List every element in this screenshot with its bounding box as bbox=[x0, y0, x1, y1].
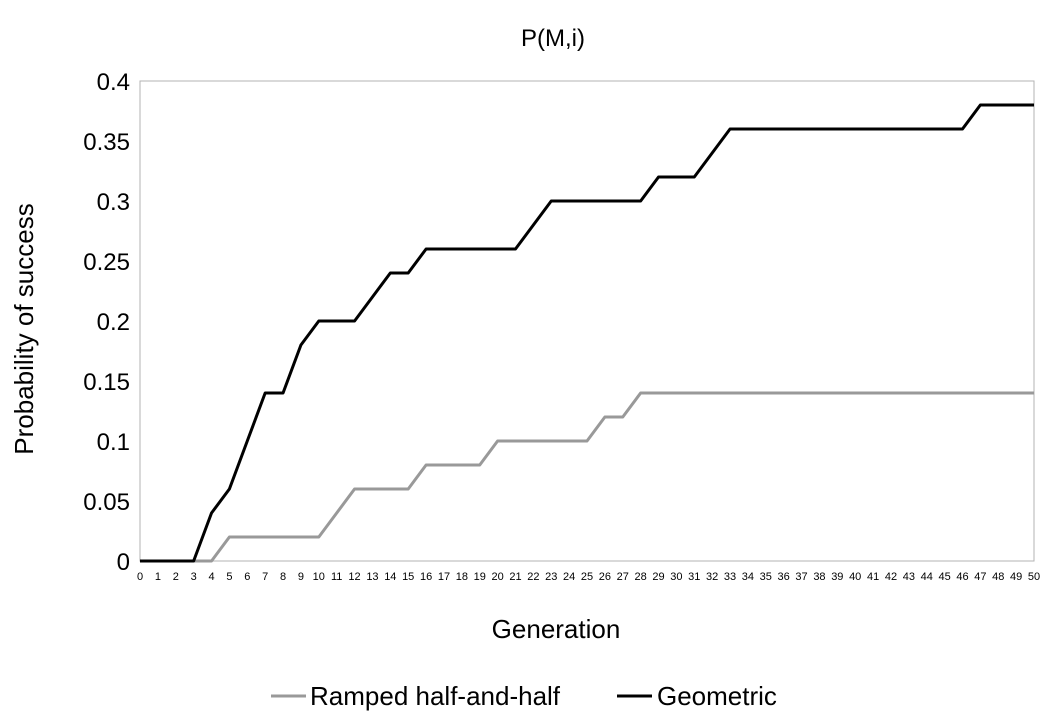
series-lines bbox=[140, 103, 1034, 563]
series-line-geometric bbox=[140, 103, 1034, 563]
x-tick-label: 16 bbox=[420, 571, 432, 583]
x-tick-label: 32 bbox=[706, 571, 718, 583]
x-tick-label: 3 bbox=[191, 571, 197, 583]
y-tick-label: 0.05 bbox=[83, 489, 130, 516]
y-tick-label: 0.3 bbox=[97, 189, 130, 216]
x-tick-label: 29 bbox=[652, 571, 664, 583]
x-axis-label: Generation bbox=[492, 614, 621, 644]
x-tick-label: 39 bbox=[831, 571, 843, 583]
x-tick-label: 35 bbox=[760, 571, 772, 583]
x-tick-label: 46 bbox=[956, 571, 968, 583]
series-line-ramped-half-and-half bbox=[140, 391, 1034, 563]
x-tick-label: 18 bbox=[456, 571, 468, 583]
x-tick-label: 40 bbox=[849, 571, 861, 583]
x-tick-label: 5 bbox=[226, 571, 232, 583]
y-axis-label: Probability of success bbox=[9, 203, 39, 454]
x-tick-label: 10 bbox=[313, 571, 325, 583]
x-tick-label: 28 bbox=[635, 571, 647, 583]
y-tick-label: 0.4 bbox=[97, 69, 130, 96]
x-tick-label: 13 bbox=[366, 571, 378, 583]
x-tick-label: 2 bbox=[173, 571, 179, 583]
legend: Ramped half-and-half Geometric bbox=[271, 681, 777, 711]
y-tick-label: 0.25 bbox=[83, 249, 130, 276]
x-tick-label: 25 bbox=[581, 571, 593, 583]
x-tick-label: 37 bbox=[795, 571, 807, 583]
x-tick-label: 31 bbox=[688, 571, 700, 583]
x-tick-label: 11 bbox=[331, 571, 342, 583]
x-tick-label: 4 bbox=[208, 571, 214, 583]
x-tick-label: 38 bbox=[813, 571, 825, 583]
plot-area-border bbox=[139, 80, 1035, 562]
x-tick-label: 27 bbox=[617, 571, 629, 583]
x-tick-label: 30 bbox=[670, 571, 682, 583]
legend-label-geometric: Geometric bbox=[657, 681, 777, 711]
x-tick-label: 23 bbox=[545, 571, 557, 583]
x-tick-label: 26 bbox=[599, 571, 611, 583]
x-tick-label: 34 bbox=[742, 571, 754, 583]
x-tick-label: 45 bbox=[938, 571, 950, 583]
x-tick-label: 8 bbox=[280, 571, 286, 583]
chart-title: P(M,i) bbox=[521, 25, 585, 52]
x-tick-label: 19 bbox=[474, 571, 486, 583]
x-tick-label: 17 bbox=[438, 571, 450, 583]
x-tick-label: 49 bbox=[1010, 571, 1022, 583]
x-tick-label: 0 bbox=[137, 571, 143, 583]
y-tick-label: 0.1 bbox=[97, 429, 130, 456]
x-tick-label: 7 bbox=[262, 571, 268, 583]
x-tick-label: 12 bbox=[348, 571, 360, 583]
x-tick-label: 9 bbox=[298, 571, 304, 583]
x-tick-label: 44 bbox=[921, 571, 933, 583]
x-tick-label: 41 bbox=[867, 571, 879, 583]
y-tick-label: 0.15 bbox=[83, 369, 130, 396]
x-tick-label: 6 bbox=[244, 571, 250, 583]
x-tick-label: 21 bbox=[509, 571, 521, 583]
x-tick-label: 47 bbox=[974, 571, 986, 583]
x-tick-label: 48 bbox=[992, 571, 1004, 583]
legend-label-ramped-half-and-half: Ramped half-and-half bbox=[310, 681, 561, 711]
y-tick-label: 0 bbox=[117, 549, 130, 576]
x-tick-label: 42 bbox=[885, 571, 897, 583]
y-tick-label: 0.2 bbox=[97, 309, 130, 336]
x-tick-labels: 0 1 2 3 4 5 6 7 8 9 10 11 12 13 14 15 16 17 18 19 20 21 22 23 24… bbox=[137, 571, 1040, 583]
x-tick-label: 36 bbox=[778, 571, 790, 583]
x-tick-label: 15 bbox=[402, 571, 414, 583]
y-tick-label: 0.35 bbox=[83, 129, 130, 156]
x-tick-label: 1 bbox=[155, 571, 161, 583]
x-tick-label: 14 bbox=[384, 571, 396, 583]
y-tick-labels: 0 0.05 0.1 0.15 0.2 0.25 0.3 0.35 0.4 bbox=[83, 69, 130, 576]
x-tick-label: 20 bbox=[491, 571, 503, 583]
x-tick-label: 22 bbox=[527, 571, 539, 583]
x-tick-label: 24 bbox=[563, 571, 575, 583]
x-tick-label: 33 bbox=[724, 571, 736, 583]
x-tick-label: 50 bbox=[1028, 571, 1040, 583]
x-tick-label: 43 bbox=[903, 571, 915, 583]
